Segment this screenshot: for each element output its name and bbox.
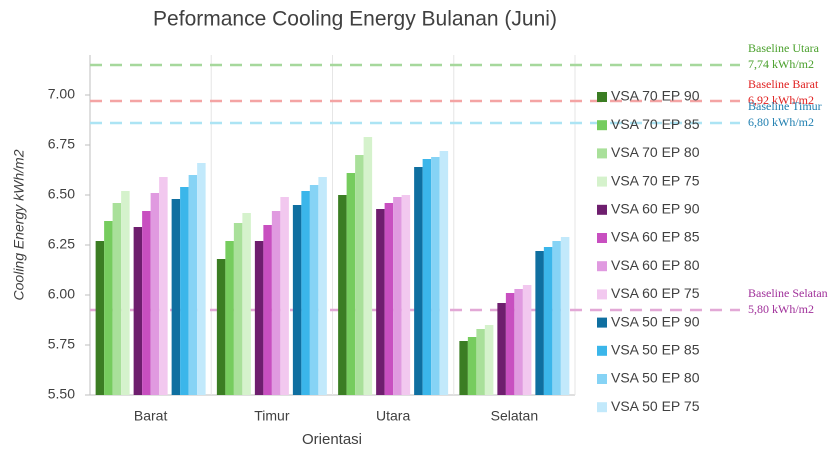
y-tick-label: 6.25 bbox=[48, 236, 75, 252]
bar bbox=[505, 293, 515, 395]
x-tick-label: Barat bbox=[134, 408, 168, 424]
bar bbox=[543, 247, 553, 395]
bar bbox=[233, 223, 243, 395]
legend-label: VSA 50 EP 75 bbox=[611, 398, 700, 414]
bar bbox=[292, 205, 302, 395]
bar bbox=[497, 303, 506, 395]
bar bbox=[459, 341, 468, 395]
bar bbox=[384, 203, 394, 395]
legend-label: VSA 60 EP 75 bbox=[611, 285, 700, 301]
bar bbox=[159, 177, 168, 395]
legend-label: VSA 70 EP 90 bbox=[611, 88, 700, 104]
legend-label: VSA 60 EP 90 bbox=[611, 201, 700, 217]
legend-label: VSA 50 EP 90 bbox=[611, 313, 700, 329]
bar bbox=[95, 241, 105, 395]
baseline-name: Baseline Utara bbox=[748, 41, 820, 55]
bar bbox=[112, 203, 122, 395]
bar bbox=[393, 197, 402, 395]
y-tick-label: 6.00 bbox=[48, 286, 75, 302]
bar bbox=[318, 177, 327, 395]
bar bbox=[263, 225, 272, 395]
bar bbox=[188, 175, 198, 395]
legend-swatch bbox=[597, 176, 607, 187]
legend-label: VSA 60 EP 85 bbox=[611, 229, 700, 245]
x-tick-label: Selatan bbox=[491, 408, 538, 424]
legend-swatch bbox=[597, 204, 607, 215]
legend-swatch bbox=[597, 148, 607, 159]
bar bbox=[363, 137, 373, 395]
bar bbox=[484, 325, 494, 395]
bar bbox=[476, 329, 485, 395]
bar bbox=[535, 251, 544, 395]
baseline-value: 5,80 kWh/m2 bbox=[748, 302, 814, 316]
legend-label: VSA 70 EP 75 bbox=[611, 172, 700, 188]
y-tick-label: 6.75 bbox=[48, 136, 75, 152]
y-tick-label: 5.50 bbox=[48, 386, 75, 402]
bar bbox=[522, 285, 532, 395]
bar bbox=[338, 195, 347, 395]
bar bbox=[150, 193, 160, 395]
legend-label: VSA 70 EP 80 bbox=[611, 144, 700, 160]
bar bbox=[422, 159, 432, 395]
bar bbox=[431, 157, 440, 395]
bar bbox=[439, 151, 449, 395]
legend-swatch bbox=[597, 289, 607, 300]
chart-title: Peformance Cooling Energy Bulanan (Juni) bbox=[153, 8, 557, 31]
y-axis-label: Cooling Energy kWh/m2 bbox=[11, 149, 27, 300]
bar bbox=[121, 191, 130, 395]
bar bbox=[560, 237, 570, 395]
bar bbox=[514, 289, 523, 395]
legend-swatch bbox=[597, 261, 607, 272]
baseline-name: Baseline Timur bbox=[748, 99, 822, 113]
y-tick-label: 6.50 bbox=[48, 186, 75, 202]
y-tick-label: 5.75 bbox=[48, 336, 75, 352]
legend-swatch bbox=[597, 92, 607, 102]
bar bbox=[142, 211, 151, 395]
baseline-value: 6,92 kWh/m2 bbox=[748, 93, 814, 107]
bar bbox=[171, 199, 181, 395]
baseline-name: Baseline Barat bbox=[748, 77, 819, 91]
legend-label: VSA 70 EP 85 bbox=[611, 116, 700, 132]
bar bbox=[180, 187, 189, 395]
x-axis-label: Orientasi bbox=[302, 431, 362, 448]
bar bbox=[242, 213, 251, 395]
bar bbox=[376, 209, 385, 395]
bar bbox=[346, 173, 356, 395]
bar bbox=[467, 337, 477, 395]
legend-swatch bbox=[597, 345, 607, 356]
legend-swatch bbox=[597, 317, 607, 328]
bar bbox=[271, 211, 281, 395]
baseline-name: Baseline Selatan bbox=[748, 286, 828, 300]
baseline-value: 6,80 kWh/m2 bbox=[748, 115, 814, 129]
legend-label: VSA 50 EP 80 bbox=[611, 370, 700, 386]
legend-swatch bbox=[597, 120, 607, 131]
bar bbox=[280, 197, 289, 395]
legend-swatch bbox=[597, 402, 607, 413]
x-tick-label: Utara bbox=[376, 408, 410, 424]
legend-label: VSA 60 EP 80 bbox=[611, 257, 700, 273]
y-tick-label: 7.00 bbox=[48, 86, 75, 102]
bar bbox=[254, 241, 264, 395]
legend-swatch bbox=[597, 233, 607, 243]
bar bbox=[355, 155, 364, 395]
bar bbox=[104, 221, 113, 395]
bar bbox=[552, 241, 561, 395]
bar bbox=[301, 191, 310, 395]
legend-swatch bbox=[597, 374, 607, 384]
bar bbox=[197, 163, 206, 395]
bar bbox=[133, 227, 143, 395]
baseline-value: 7,74 kWh/m2 bbox=[748, 57, 814, 71]
legend-label: VSA 50 EP 85 bbox=[611, 342, 700, 358]
bar bbox=[216, 259, 226, 395]
bar bbox=[225, 241, 234, 395]
bar bbox=[309, 185, 319, 395]
bar bbox=[414, 167, 423, 395]
bar bbox=[401, 195, 411, 395]
x-tick-label: Timur bbox=[254, 408, 290, 424]
